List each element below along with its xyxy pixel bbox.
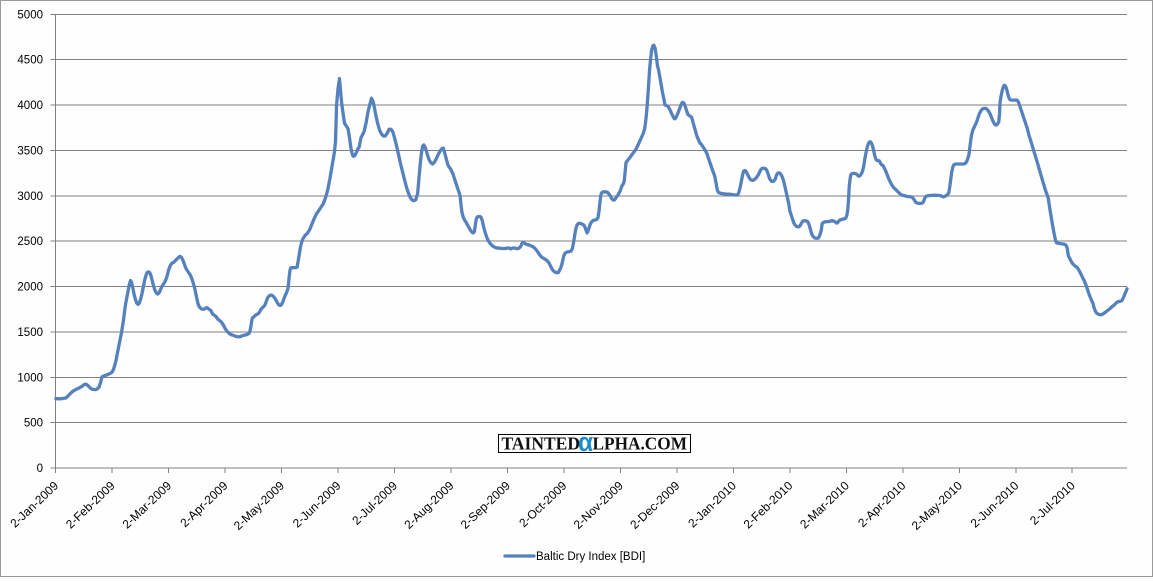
- svg-text:4500: 4500: [17, 55, 43, 67]
- svg-text:3500: 3500: [17, 145, 43, 157]
- svg-text:α: α: [578, 427, 593, 457]
- svg-text:TAINTED: TAINTED: [502, 434, 581, 454]
- svg-text:5000: 5000: [17, 9, 43, 21]
- svg-text:3000: 3000: [17, 191, 43, 203]
- svg-text:1500: 1500: [17, 327, 43, 339]
- svg-text:0: 0: [37, 463, 43, 475]
- svg-text:LPHA.COM: LPHA.COM: [593, 434, 688, 454]
- svg-text:500: 500: [24, 418, 43, 430]
- svg-text:2500: 2500: [17, 236, 43, 248]
- svg-text:2000: 2000: [17, 282, 43, 294]
- svg-text:Baltic Dry Index [BDI]: Baltic Dry Index [BDI]: [536, 551, 645, 563]
- svg-text:4000: 4000: [17, 100, 43, 112]
- svg-text:1000: 1000: [17, 372, 43, 384]
